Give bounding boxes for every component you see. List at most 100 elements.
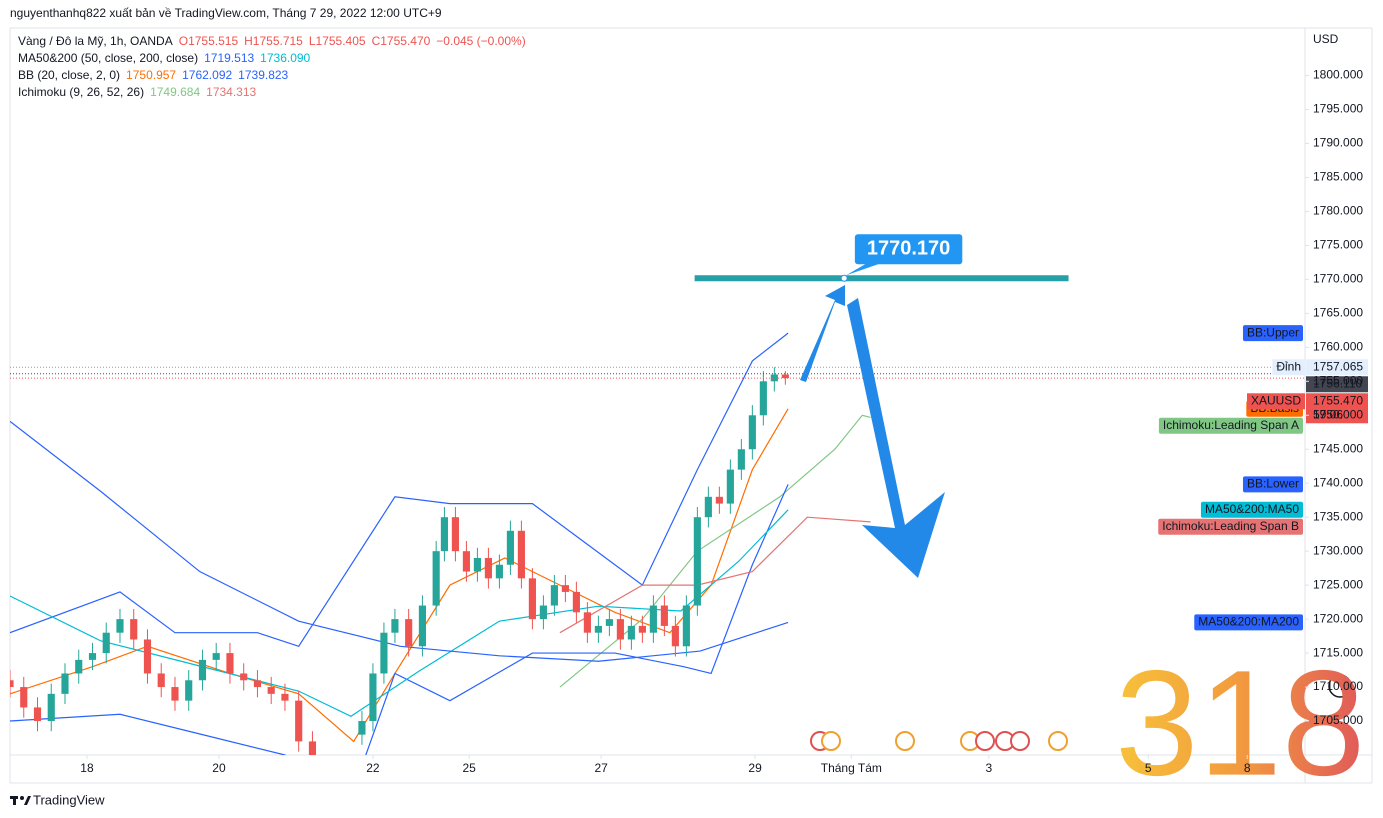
- y-tick-label: 1730.000: [1313, 543, 1363, 557]
- annotation-bg: [854, 234, 963, 265]
- y-tick-label: 1780.000: [1313, 204, 1363, 218]
- y-tick-label: 1735.000: [1313, 509, 1363, 523]
- series-tag: BB:Upper: [1242, 325, 1303, 342]
- indicator-line: [10, 332, 789, 648]
- y-tick-label: 1745.000: [1313, 441, 1363, 455]
- y-tick-label: 1775.000: [1313, 238, 1363, 252]
- candle-body: [605, 619, 613, 626]
- price-tag-value: 1756.110: [1313, 376, 1362, 390]
- candle-body: [33, 707, 42, 722]
- legend-row: BB (20, close, 2, 0) 1750.957 1762.092 1739…: [18, 68, 289, 82]
- candle-body: [380, 632, 388, 674]
- indicator-line: [10, 484, 789, 755]
- indicator-line: [559, 516, 871, 634]
- candle-body: [550, 585, 558, 606]
- candle-body: [561, 585, 569, 592]
- legend-value: 1739.823: [238, 68, 288, 82]
- y-tick-label: 1770.000: [1313, 272, 1363, 286]
- candle-body: [212, 653, 220, 660]
- legend-value: 1750.957: [126, 68, 176, 82]
- legend-title: Ichimoku (9, 26, 52, 26): [18, 85, 144, 99]
- candle-body: [267, 687, 275, 694]
- event-icon[interactable]: [821, 731, 841, 751]
- candle-body: [240, 673, 248, 681]
- y-tick-label: 1795.000: [1313, 102, 1363, 116]
- y-tick-label: 1725.000: [1313, 577, 1363, 591]
- y-tick-label: 1705.000: [1313, 713, 1363, 727]
- candle-body: [369, 673, 377, 722]
- candle-body: [432, 551, 440, 606]
- candle-body: [171, 687, 179, 701]
- candle-body: [226, 653, 234, 674]
- events: [810, 731, 1068, 751]
- tag-label: BB:Lower: [1247, 477, 1299, 491]
- x-tick-label: 18: [80, 761, 94, 775]
- y-tick-label: 1720.000: [1313, 611, 1363, 625]
- candle-body: [583, 612, 591, 633]
- event-icon[interactable]: [1048, 731, 1068, 751]
- legend-value: H1755.715: [244, 34, 303, 48]
- tag-bg: [1158, 417, 1303, 434]
- candle-body: [391, 619, 399, 633]
- candle-body: [693, 517, 701, 606]
- candle-body: [484, 557, 492, 579]
- event-icon[interactable]: [1010, 731, 1030, 751]
- candle-body: [61, 673, 69, 694]
- candle-body: [281, 693, 289, 701]
- candle-body: [295, 700, 303, 742]
- y-tick-label: 1750.000: [1313, 407, 1363, 421]
- tag-label: BB:Upper: [1247, 325, 1299, 339]
- x-tick-label: 3: [985, 761, 992, 775]
- watermark: 318: [1115, 639, 1365, 807]
- candle-body: [440, 517, 448, 552]
- tag-label: Ichimoku:Leading Span B: [1162, 519, 1299, 533]
- tags: BB:UpperBB:BasisIchimoku:Leading Span AB…: [1158, 325, 1368, 631]
- candle-body: [75, 659, 83, 674]
- settings-button[interactable]: [1328, 674, 1352, 698]
- event-icon[interactable]: [975, 731, 995, 751]
- candle-body: [627, 625, 635, 640]
- tag-bg: [1158, 518, 1303, 535]
- legend-value: 1734.313: [206, 85, 256, 99]
- legend-title: BB (20, close, 2, 0): [18, 68, 120, 82]
- candle-body: [405, 619, 413, 647]
- tag-bg: [1194, 614, 1303, 631]
- candle-body: [143, 639, 152, 674]
- y-tick-label: 1760.000: [1313, 340, 1363, 354]
- anchor-point: [840, 274, 848, 282]
- legend-value: 1736.090: [260, 51, 310, 65]
- x-tick-label: 22: [366, 761, 380, 775]
- candle-body: [102, 632, 110, 654]
- x-tick-label: Tháng Tám: [821, 761, 882, 775]
- candle-body: [10, 680, 14, 688]
- price-name-bg: [1272, 359, 1305, 376]
- x-tick-label: 29: [748, 761, 762, 775]
- y-tick-label: 1740.000: [1313, 475, 1363, 489]
- legend-title: MA50&200 (50, close, 200, close): [18, 51, 198, 65]
- x-tick-label: 25: [462, 761, 476, 775]
- annotation-pointer: [846, 263, 881, 276]
- candle-body: [682, 605, 690, 647]
- legend-value: L1755.405: [309, 34, 366, 48]
- y-tick-label: 1715.000: [1313, 645, 1363, 659]
- legend-value: C1755.470: [372, 34, 431, 48]
- event-icon[interactable]: [895, 731, 915, 751]
- candle-body: [517, 530, 525, 579]
- candle-body: [20, 687, 28, 708]
- tag-label: MA50&200:MA200: [1198, 615, 1299, 629]
- y-tick-label: 1765.000: [1313, 306, 1363, 320]
- legend-row: Vàng / Đô la Mỹ, 1h, OANDA O1755.515 H1755…: [18, 34, 526, 48]
- y-tick-label: 1800.000: [1313, 68, 1363, 82]
- indicator-line: [10, 420, 789, 662]
- candle-body: [572, 591, 580, 613]
- candle-body: [47, 693, 55, 722]
- legend-row: Ichimoku (9, 26, 52, 26) 1749.684 1734.313: [18, 85, 257, 99]
- tag-label: MA50&200:MA50: [1205, 502, 1299, 516]
- legend-title: Vàng / Đô la Mỹ, 1h, OANDA: [18, 34, 173, 48]
- candle-body: [451, 517, 459, 552]
- y-tick-label: 1790.000: [1313, 136, 1363, 150]
- series-tag: BB:Lower: [1242, 476, 1303, 493]
- series-tag: MA50&200:MA200: [1194, 614, 1303, 631]
